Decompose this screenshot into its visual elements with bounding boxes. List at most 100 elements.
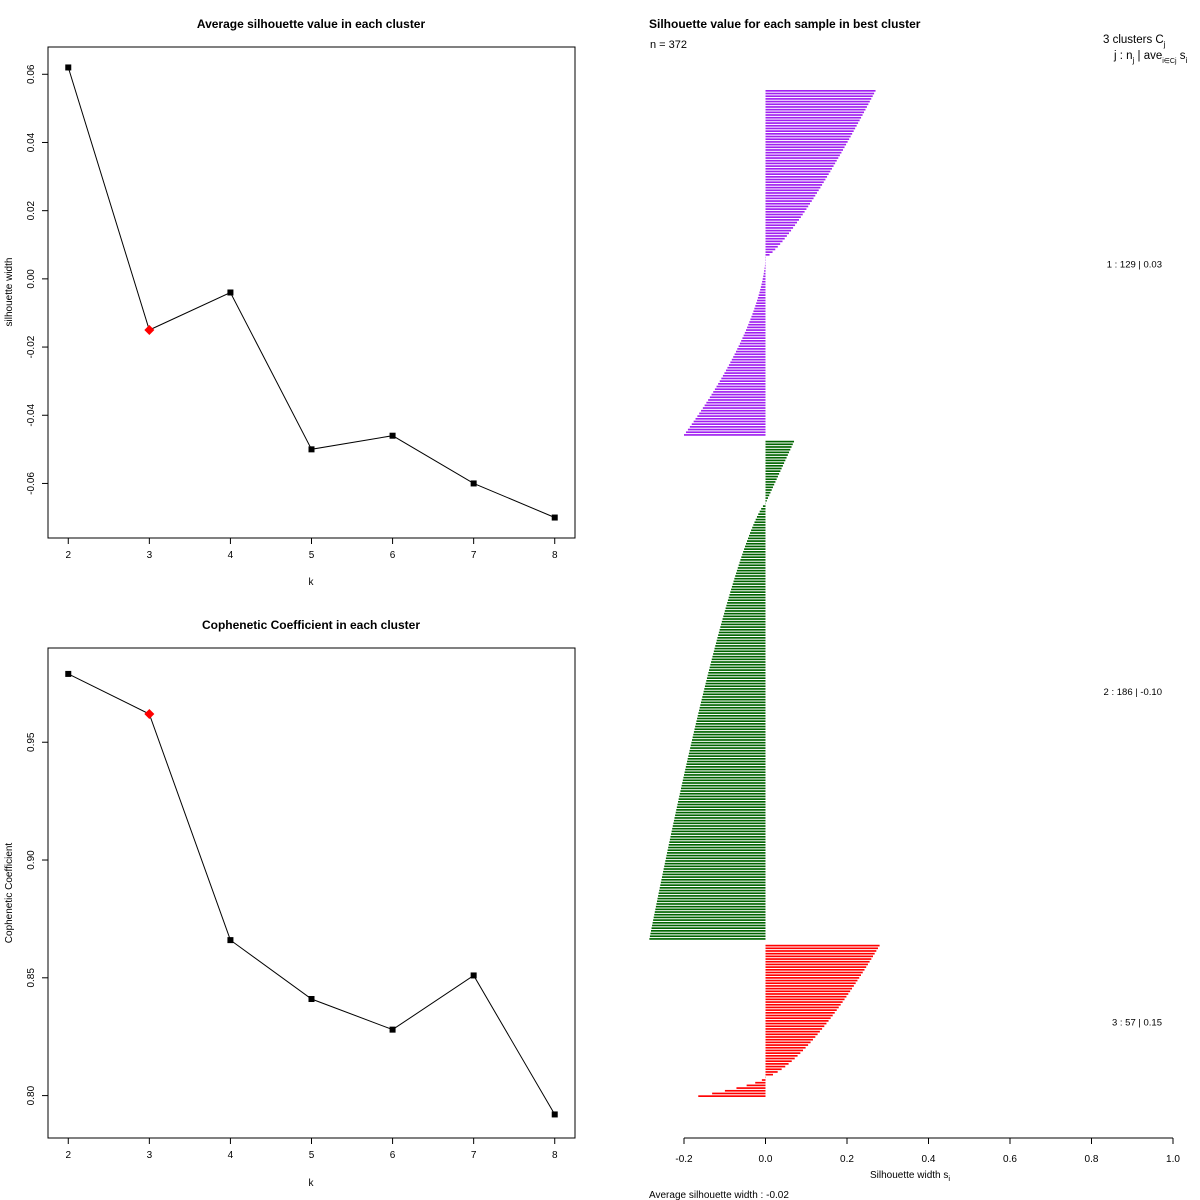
silhouette-bar: [765, 1054, 798, 1057]
silhouette-bar: [702, 693, 766, 696]
silhouette-bar: [765, 982, 856, 985]
silhouette-bar: [725, 369, 766, 372]
silhouette-bar: [653, 916, 766, 919]
silhouette-bar: [706, 401, 766, 404]
silhouette-bar: [665, 860, 766, 862]
silhouette-bar: [719, 628, 766, 631]
silhouette-bar: [688, 755, 766, 757]
silhouette-bar: [725, 607, 766, 610]
x-tick-label: 0.6: [1003, 1154, 1017, 1165]
silhouette-bar: [649, 935, 766, 938]
silhouette-bar: [700, 701, 766, 704]
silhouette-bar: [687, 428, 766, 431]
silhouette-bar: [765, 963, 868, 966]
silhouette-bar: [733, 356, 766, 358]
silhouette-bar: [765, 494, 770, 497]
silhouette-bar: [692, 739, 766, 741]
silhouette-bar: [681, 784, 766, 787]
silhouette-bar: [722, 618, 766, 620]
silhouette-bar: [724, 372, 766, 374]
silhouette-bar: [765, 194, 816, 197]
silhouette-bar: [735, 575, 766, 577]
silhouette-bar: [663, 868, 766, 870]
silhouette-bar: [666, 854, 766, 857]
avg-silhouette-chart: Average silhouette value in each cluster…: [4, 17, 576, 588]
data-point: [65, 64, 72, 71]
silhouette-bar: [756, 516, 766, 518]
silhouette-bar: [708, 669, 766, 671]
silhouette-bar: [765, 151, 842, 154]
silhouette-bar: [699, 709, 766, 712]
cluster-summary-label: 2 : 186 | -0.10: [1104, 687, 1162, 698]
silhouette-bar: [713, 391, 766, 393]
silhouette-bar: [765, 165, 834, 167]
silhouette-bar: [765, 224, 796, 227]
data-marks: [65, 64, 558, 521]
silhouette-bar: [764, 270, 766, 272]
x-tick-label: 3: [147, 1150, 153, 1161]
silhouette-bar: [746, 540, 766, 542]
silhouette-bar: [727, 599, 766, 602]
x-tick-label: 4: [228, 550, 234, 561]
silhouette-bar: [765, 106, 867, 108]
silhouette-bar: [753, 524, 766, 526]
silhouette-bar: [696, 720, 766, 723]
silhouette-bar: [652, 924, 766, 927]
silhouette-bar: [765, 108, 866, 111]
silhouette-bar: [650, 932, 766, 935]
silhouette-bar: [739, 342, 766, 345]
silhouette-bar: [707, 674, 766, 677]
silhouette-bar: [653, 919, 766, 921]
silhouette-bar: [765, 944, 880, 947]
silhouette-bar: [746, 1084, 766, 1087]
silhouette-bar: [765, 1073, 773, 1076]
silhouette-bar: [692, 736, 766, 739]
silhouette-bar: [765, 149, 843, 151]
silhouette-bar: [656, 903, 766, 905]
silhouette-bar: [718, 631, 766, 634]
silhouette-bar: [715, 645, 766, 647]
silhouette-bar: [714, 388, 766, 391]
x-tick-label: 8: [552, 1150, 558, 1161]
silhouette-bar: [710, 663, 766, 666]
silhouette-bar: [765, 240, 783, 243]
silhouette-bar: [727, 366, 766, 369]
silhouette-bar: [693, 731, 766, 733]
data-point: [227, 289, 234, 296]
series-line: [68, 673, 556, 1115]
silhouette-bar: [681, 787, 766, 790]
silhouette-bar: [730, 361, 766, 364]
legend-header-line1: 3 clusters Cj: [1103, 34, 1166, 49]
silhouette-bar: [755, 305, 766, 307]
silhouette-bar: [742, 337, 766, 339]
silhouette-bar: [765, 253, 770, 256]
x-tick-label: 0.8: [1085, 1154, 1099, 1165]
silhouette-bar: [752, 526, 766, 529]
y-tick-label: -0.04: [26, 403, 37, 426]
silhouette-bar: [765, 1001, 843, 1003]
silhouette-bar: [762, 505, 766, 507]
silhouette-bar: [765, 499, 767, 502]
silhouette-bar: [675, 814, 766, 817]
silhouette-bar: [765, 95, 873, 98]
silhouette-bar: [711, 393, 766, 396]
chart-title: Silhouette value for each sample in best…: [649, 17, 921, 31]
silhouette-bar: [765, 1068, 782, 1071]
silhouette-bar: [737, 567, 766, 569]
silhouette-bar: [765, 157, 839, 159]
silhouette-bar: [664, 865, 766, 868]
silhouette-bar: [693, 420, 766, 423]
silhouette-bar: [716, 639, 766, 642]
best-k-point: [144, 708, 155, 719]
x-tick-label: 8: [552, 550, 558, 561]
silhouette-bar: [759, 291, 766, 294]
silhouette-bar: [695, 723, 766, 725]
silhouette-bar: [694, 728, 766, 731]
silhouette-bar: [684, 774, 766, 776]
data-point: [308, 996, 315, 1003]
silhouette-bar: [765, 464, 783, 467]
silhouette-bar: [712, 655, 766, 658]
silhouette-bar: [676, 806, 766, 809]
silhouette-bar: [762, 280, 766, 283]
silhouette-bar: [765, 1041, 811, 1044]
